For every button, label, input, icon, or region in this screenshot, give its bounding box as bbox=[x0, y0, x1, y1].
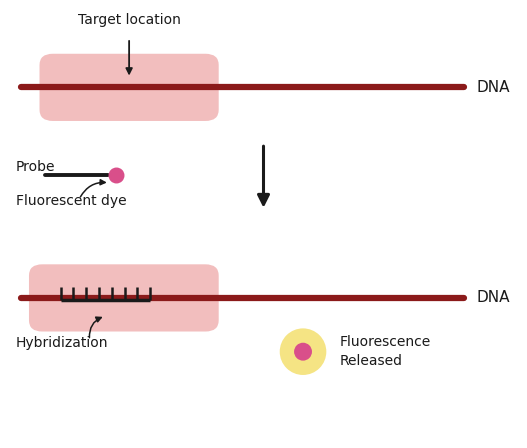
Text: DNA: DNA bbox=[477, 80, 511, 95]
Text: DNA: DNA bbox=[477, 290, 511, 306]
Point bbox=[112, 171, 120, 178]
Ellipse shape bbox=[294, 343, 312, 361]
Text: Target location: Target location bbox=[77, 13, 181, 27]
Text: Hybridization: Hybridization bbox=[16, 336, 109, 350]
FancyBboxPatch shape bbox=[40, 54, 219, 121]
Text: Fluorescent dye: Fluorescent dye bbox=[16, 194, 126, 208]
Text: Fluorescence
Released: Fluorescence Released bbox=[340, 335, 431, 368]
Text: Probe: Probe bbox=[16, 159, 55, 174]
Ellipse shape bbox=[280, 328, 326, 375]
FancyBboxPatch shape bbox=[29, 264, 219, 332]
